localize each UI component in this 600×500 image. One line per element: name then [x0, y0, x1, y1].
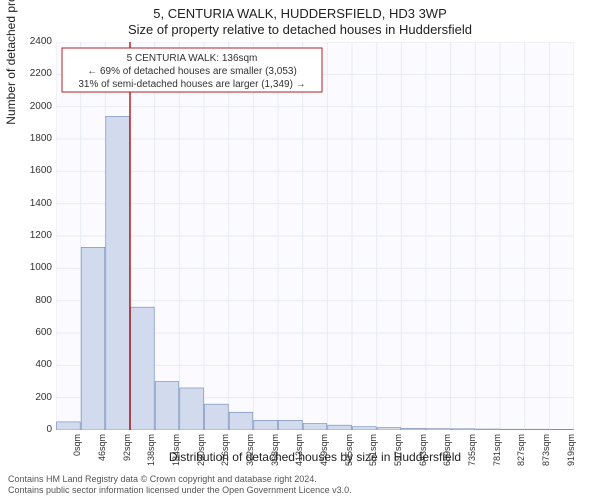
y-tick: 1200	[12, 230, 52, 241]
y-tick: 600	[12, 327, 52, 338]
annotation-line1: 5 CENTURIA WALK: 136sqm	[127, 53, 258, 64]
footer-attribution: Contains HM Land Registry data © Crown c…	[8, 474, 352, 497]
y-tick: 1400	[12, 198, 52, 209]
y-tick: 1800	[12, 133, 52, 144]
x-axis-label: Distribution of detached houses by size …	[56, 450, 574, 464]
y-tick: 2000	[12, 101, 52, 112]
y-tick: 2200	[12, 68, 52, 79]
bar-series	[57, 116, 574, 430]
y-tick: 0	[12, 424, 52, 435]
y-tick: 400	[12, 359, 52, 370]
annotation-line2: ← 69% of detached houses are smaller (3,…	[87, 66, 297, 77]
annotation-line3: 31% of semi-detached houses are larger (…	[78, 79, 305, 90]
footer-line1: Contains HM Land Registry data © Crown c…	[8, 474, 352, 485]
footer-line2: Contains public sector information licen…	[8, 485, 352, 496]
y-tick: 1000	[12, 262, 52, 273]
y-tick: 800	[12, 295, 52, 306]
chart-plot-area: 5 CENTURIA WALK: 136sqm ← 69% of detache…	[56, 42, 574, 430]
y-tick: 200	[12, 392, 52, 403]
chart-title-line1: 5, CENTURIA WALK, HUDDERSFIELD, HD3 3WP	[0, 6, 600, 21]
y-tick: 1600	[12, 165, 52, 176]
chart-container: { "header": { "title_line1": "5, CENTURI…	[0, 0, 600, 500]
chart-title-line2: Size of property relative to detached ho…	[0, 22, 600, 37]
y-tick: 2400	[12, 36, 52, 47]
